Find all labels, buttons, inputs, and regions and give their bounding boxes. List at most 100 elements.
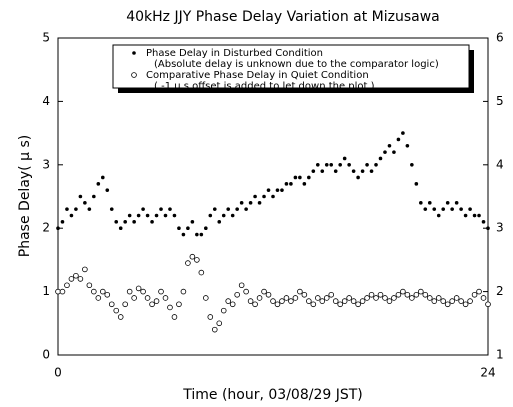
data-point (65, 207, 69, 211)
data-point (177, 226, 181, 230)
data-point (74, 207, 78, 211)
legend-note: ( -1 μ s offset is added to let down the… (154, 81, 375, 92)
data-point (288, 298, 294, 304)
data-point (252, 301, 258, 308)
data-point (171, 314, 178, 320)
data-point (257, 201, 262, 205)
data-point (159, 207, 163, 211)
data-point (369, 169, 374, 173)
data-point (283, 295, 290, 301)
data-point (208, 213, 213, 218)
data-point (73, 272, 79, 279)
data-point (68, 276, 75, 282)
data-point (311, 169, 316, 173)
data-point (69, 213, 74, 218)
data-point (310, 301, 317, 308)
data-point (293, 175, 298, 180)
data-point (365, 163, 369, 167)
data-point (91, 288, 97, 295)
data-point (82, 266, 88, 273)
legend-entry: Comparative Phase Delay in Quiet Conditi… (146, 70, 369, 81)
data-point (307, 175, 311, 180)
data-point (167, 304, 173, 311)
data-point (212, 207, 217, 211)
data-point (230, 213, 235, 218)
data-point (360, 169, 365, 173)
data-point (189, 253, 196, 260)
data-point (319, 298, 326, 304)
data-point (207, 314, 214, 320)
data-point (154, 213, 159, 218)
y-tick-label: 4 (42, 94, 50, 108)
data-point (347, 163, 351, 167)
data-point (374, 163, 378, 167)
data-point (378, 156, 383, 161)
data-point (190, 220, 195, 224)
y2-tick-label: 6 (496, 31, 504, 45)
data-point (298, 175, 302, 180)
data-point (145, 213, 150, 218)
data-point (359, 298, 366, 304)
data-point (211, 326, 218, 333)
legend: Phase Delay in Disturbed Condition (Abso… (112, 44, 474, 93)
data-point (113, 307, 120, 314)
data-point (243, 288, 249, 295)
data-point (248, 201, 253, 205)
data-point (350, 298, 357, 304)
data-point (454, 201, 459, 205)
data-point (453, 295, 460, 301)
data-point (234, 291, 240, 298)
data-point (382, 295, 388, 301)
data-point (247, 298, 254, 304)
data-point (216, 320, 223, 327)
data-point (414, 182, 419, 186)
data-point (56, 226, 60, 230)
data-point (123, 220, 127, 224)
data-point (351, 169, 356, 173)
data-point (168, 207, 172, 211)
data-point (481, 220, 486, 224)
data-point (136, 213, 141, 218)
data-point (158, 288, 164, 295)
data-point (391, 295, 397, 301)
x-tick-label: 0 (54, 366, 62, 380)
data-point (265, 291, 272, 298)
data-point (426, 295, 433, 301)
data-point (341, 298, 348, 304)
data-point (60, 220, 65, 224)
data-point (302, 182, 307, 186)
data-point (387, 143, 392, 148)
data-point (280, 188, 284, 192)
data-point (203, 295, 209, 301)
data-point (271, 194, 275, 199)
chart-title: 40kHz JJY Phase Delay Variation at Mizus… (126, 9, 440, 25)
data-point (292, 295, 299, 301)
data-point (78, 194, 83, 199)
data-point (477, 213, 481, 218)
data-point (396, 137, 401, 142)
data-point (274, 301, 281, 308)
y-tick-label: 0 (42, 348, 50, 362)
data-point (122, 301, 128, 308)
data-point (445, 201, 450, 205)
data-point (172, 213, 177, 218)
data-point (186, 226, 190, 230)
data-point (440, 298, 447, 304)
data-point (419, 201, 423, 205)
y-tick-label: 3 (42, 157, 50, 171)
data-point (262, 194, 266, 199)
data-point (229, 301, 236, 308)
legend-note: (Absolute delay is unknown due to the co… (154, 59, 439, 70)
data-point (409, 295, 415, 301)
plot-frame (57, 37, 489, 356)
data-point (289, 182, 293, 186)
data-point (226, 207, 231, 211)
data-point (150, 220, 154, 224)
data-point (131, 295, 137, 301)
data-point (87, 207, 92, 211)
y-tick-label: 1 (42, 284, 50, 298)
legend-box (112, 44, 470, 89)
data-point (95, 295, 102, 301)
data-point (109, 207, 114, 211)
data-point (140, 288, 146, 295)
